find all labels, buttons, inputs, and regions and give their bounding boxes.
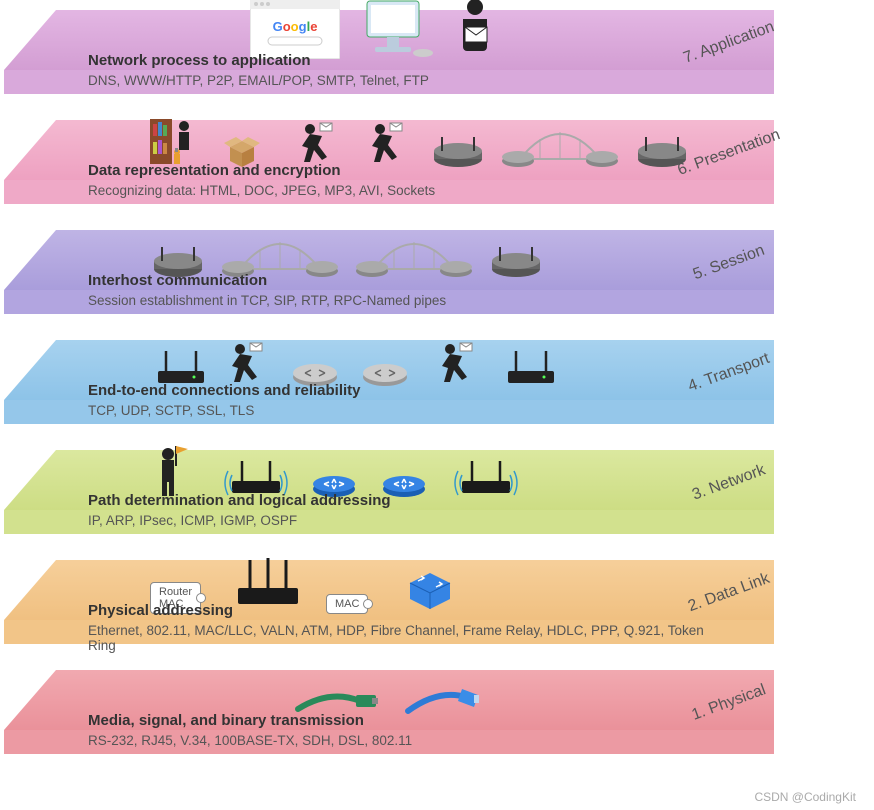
- router-plain: [430, 133, 486, 174]
- layer-title: Media, signal, and binary transmission: [88, 712, 364, 729]
- runner-env: [360, 121, 404, 174]
- layer-number: 2.: [686, 595, 704, 616]
- desktop-pc: [359, 0, 434, 64]
- router-plain: [488, 243, 544, 284]
- layer-protocols: Recognizing data: HTML, DOC, JPEG, MP3, …: [88, 183, 708, 198]
- layer-number: 6.: [675, 158, 693, 179]
- blue-switch: [404, 567, 456, 614]
- layer-number: 7.: [681, 46, 699, 67]
- layer-protocols: RS-232, RJ45, V.34, 100BASE-TX, SDH, DSL…: [88, 733, 708, 748]
- layer-title: Physical addressing: [88, 602, 233, 619]
- watermark-text: CSDN @CodingKit: [754, 790, 856, 804]
- layer-title: Network process to application: [88, 52, 311, 69]
- layer-protocols: TCP, UDP, SCTP, SSL, TLS: [88, 403, 708, 418]
- layer-protocols: Session establishment in TCP, SIP, RTP, …: [88, 293, 708, 308]
- layer-protocols: Ethernet, 802.11, MAC/LLC, VALN, ATM, HD…: [88, 623, 708, 653]
- layer-title: End-to-end connections and reliability: [88, 382, 361, 399]
- router-antenna-big: [228, 554, 308, 614]
- svg-text:Google: Google: [273, 19, 318, 34]
- osi-diagram: Google Network process to application DNS…: [0, 0, 874, 810]
- layer-protocols: IP, ARP, IPsec, ICMP, IGMP, OSPF: [88, 513, 708, 528]
- runner-env: [430, 341, 474, 394]
- router-wifi: [450, 451, 522, 504]
- tag-mac: MAC: [326, 594, 368, 614]
- layer-title: Data representation and encryption: [88, 162, 341, 179]
- layer-title: Path determination and logical addressin…: [88, 492, 391, 509]
- layer-number: 3.: [690, 483, 708, 504]
- bridge-routers: [354, 229, 474, 284]
- round-router: [360, 359, 410, 394]
- bridge-routers: [500, 119, 620, 174]
- tag-mac: MAC: [326, 594, 368, 614]
- ethernet-cable: [398, 677, 488, 724]
- layer-title: Interhost communication: [88, 272, 267, 289]
- layer-number: 1.: [690, 703, 708, 724]
- router-antenna: [500, 345, 562, 394]
- person-envelope: [453, 0, 498, 64]
- layer-number: 5.: [691, 263, 709, 284]
- layer-protocols: DNS, WWW/HTTP, P2P, EMAIL/POP, SMTP, Tel…: [88, 73, 708, 88]
- layer-number: 4.: [686, 375, 704, 396]
